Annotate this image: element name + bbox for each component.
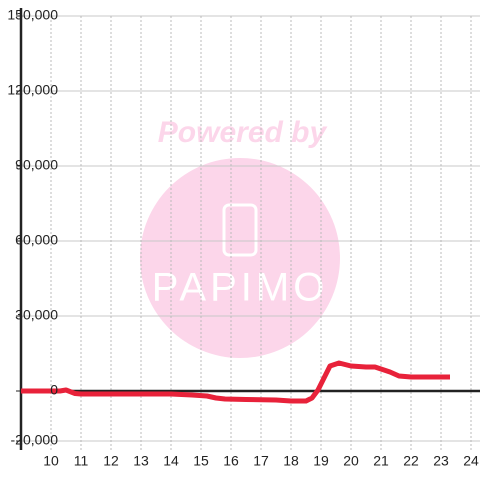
x-tick-label: 23 — [433, 453, 449, 469]
x-tick-label: 15 — [193, 453, 209, 469]
plot — [21, 360, 450, 404]
watermark-circle — [140, 158, 340, 358]
watermark-text: Powered by — [158, 116, 328, 149]
grid — [16, 8, 480, 450]
y-tick-label: 0 — [50, 382, 58, 398]
y-tick-label: 120,000 — [7, 82, 58, 98]
x-tick-label: 11 — [74, 453, 89, 469]
x-tick-label: 22 — [403, 453, 419, 469]
x-tick-label: 12 — [103, 453, 119, 469]
watermark-logo: PAPIMO — [152, 266, 329, 310]
x-tick-label: 10 — [43, 453, 59, 469]
y-tick-label: -20,000 — [11, 432, 59, 448]
y-tick-label: 60,000 — [15, 232, 58, 248]
y-tick-label: 150,000 — [7, 7, 58, 23]
line — [21, 360, 450, 404]
x-tick-label: 20 — [343, 453, 359, 469]
x-tick-label: 16 — [223, 453, 239, 469]
x-tick-label: 19 — [313, 453, 329, 469]
x-tick-label: 13 — [133, 453, 149, 469]
y-tick-label: 90,000 — [15, 157, 58, 173]
x-tick-label: 21 — [373, 453, 389, 469]
x-tick-label: 24 — [463, 453, 479, 469]
y-tick-label: 30,000 — [15, 307, 58, 323]
x-tick-label: 18 — [283, 453, 299, 469]
x-tick-label: 14 — [163, 453, 179, 469]
x-tick-label: 17 — [253, 453, 269, 469]
watermark-icon — [222, 203, 258, 257]
